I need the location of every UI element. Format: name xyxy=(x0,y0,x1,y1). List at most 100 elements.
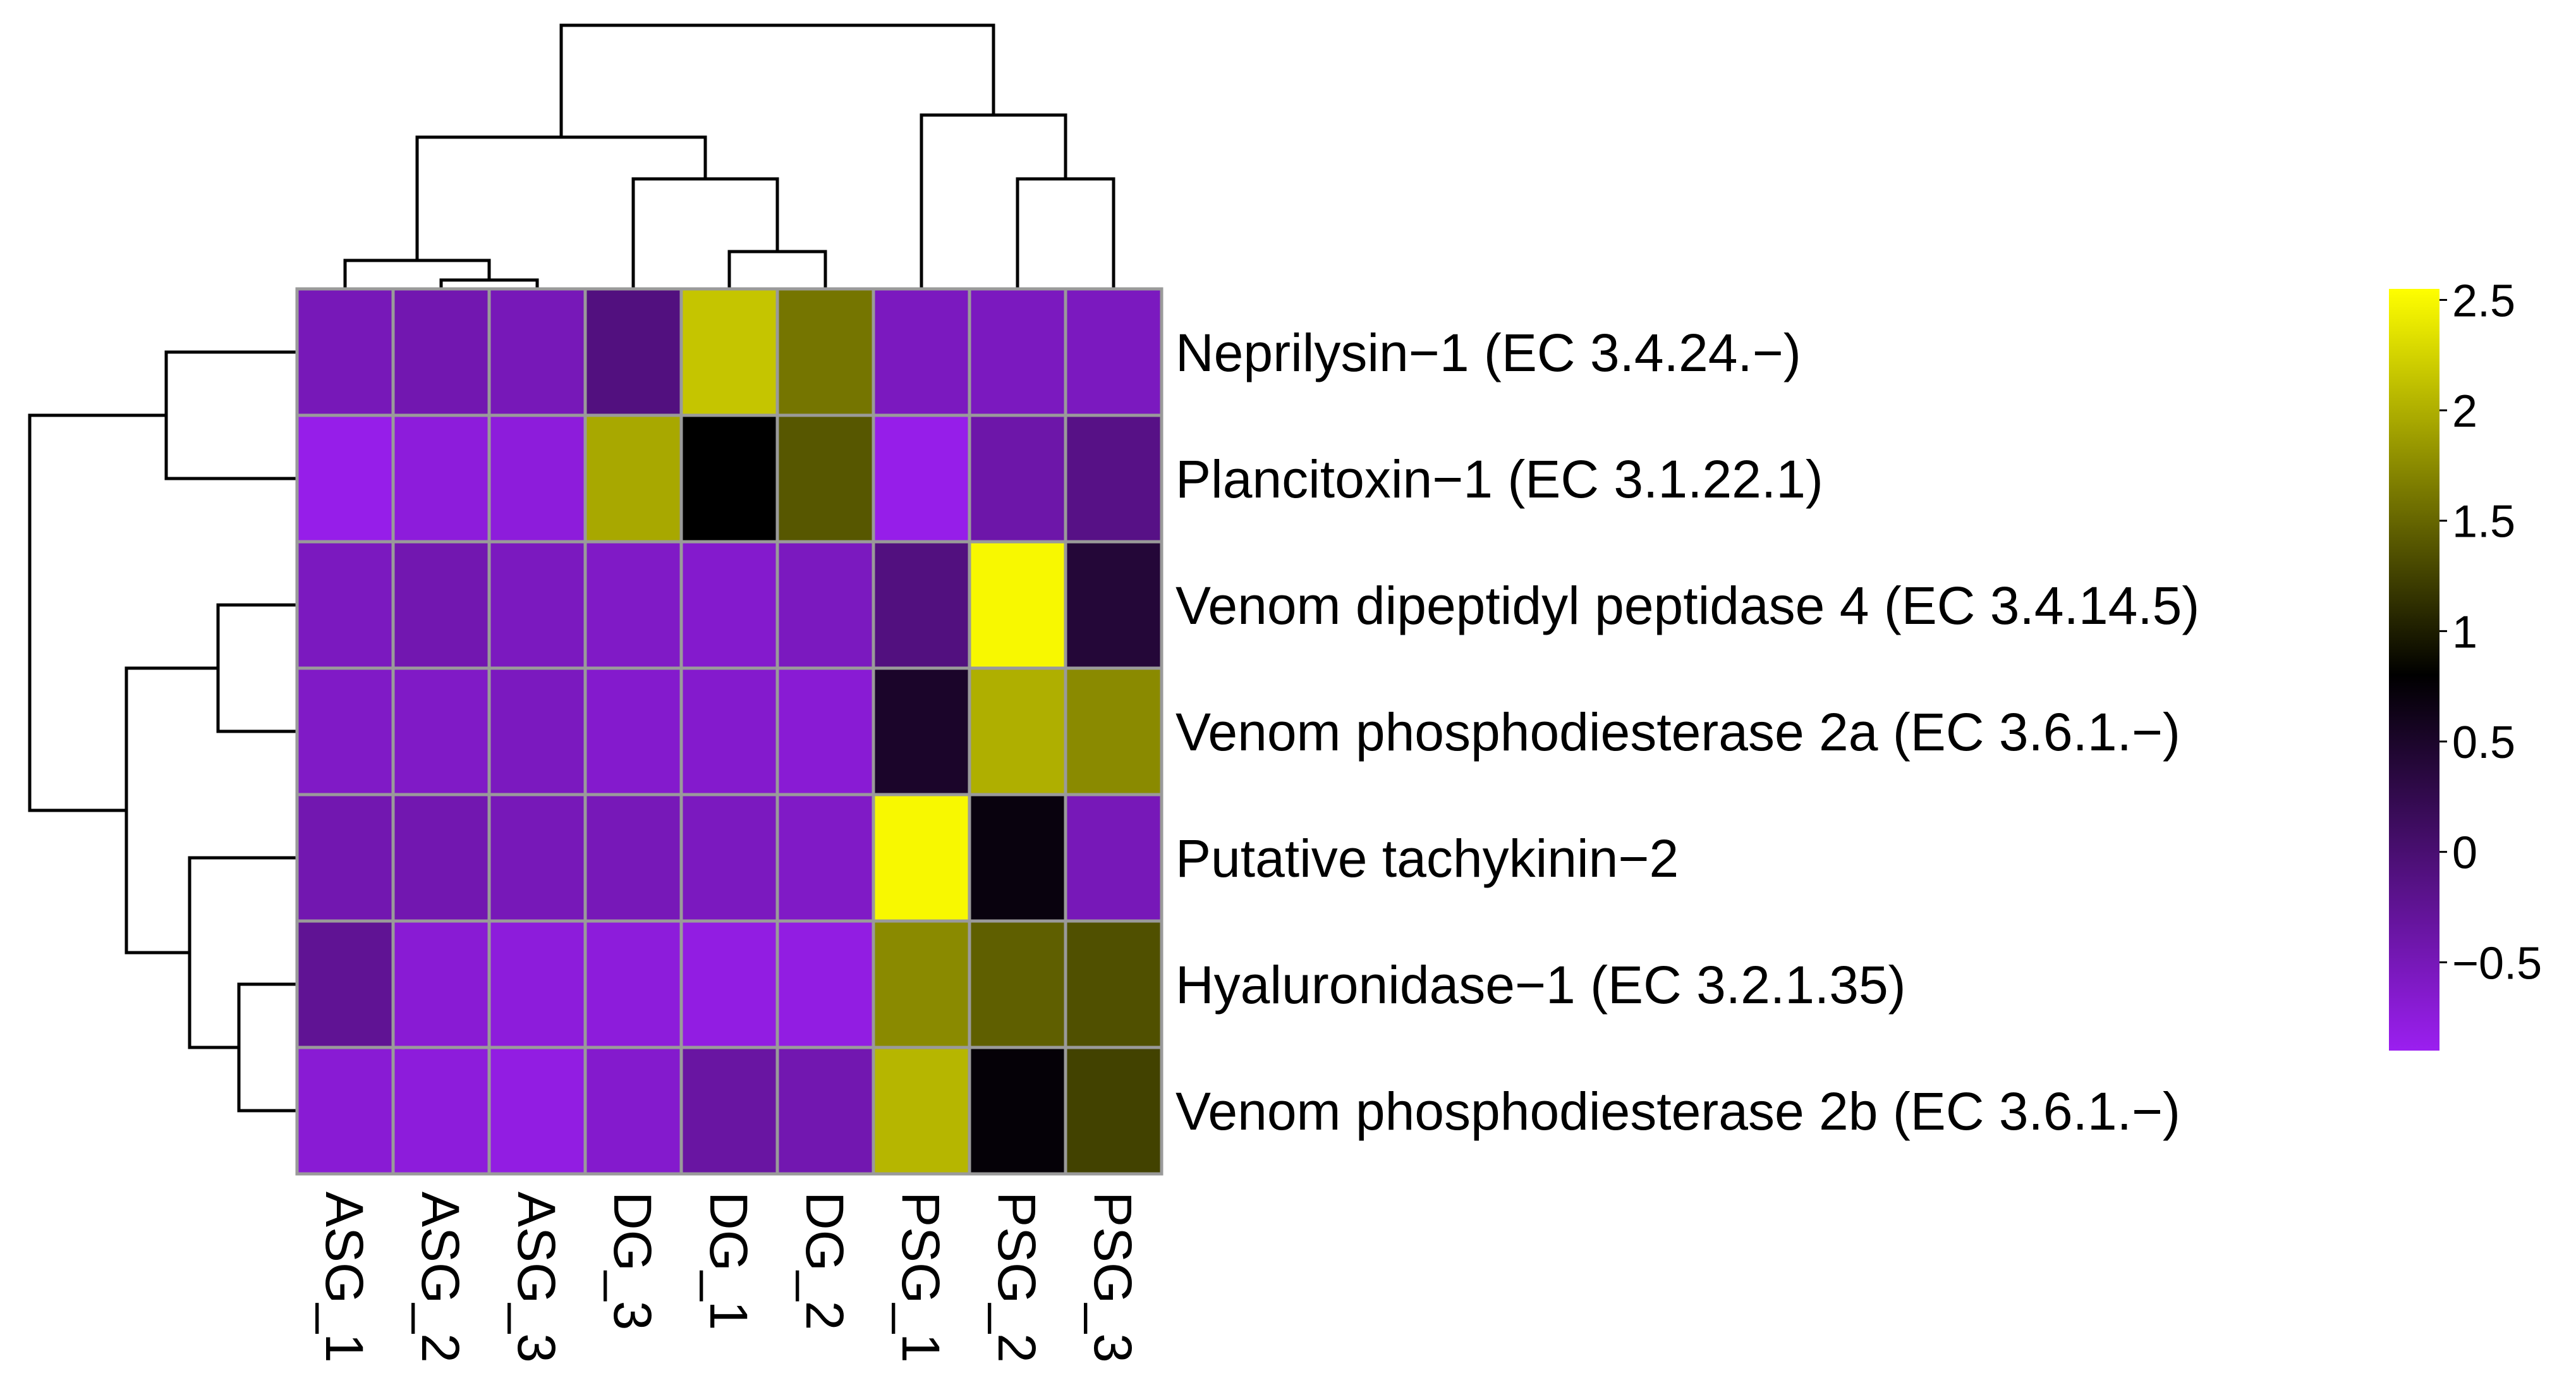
heatmap-cell xyxy=(775,413,875,544)
heatmap-cell xyxy=(968,793,1067,923)
heatmap-cell xyxy=(872,413,971,544)
heatmap-cell xyxy=(775,666,875,796)
heatmap-cell xyxy=(872,540,971,670)
row-merge-root xyxy=(28,413,166,812)
column-label: ASG_3 xyxy=(507,1192,566,1363)
heatmap-cell xyxy=(968,287,1067,417)
heatmap-cell xyxy=(775,287,875,417)
heatmap-cell xyxy=(583,919,683,1049)
row-merge-hyaluronidase-phosphodiesterase2b xyxy=(237,982,297,1113)
heatmap-cell xyxy=(1064,413,1163,544)
colorbar-legend: 2.5 2 1.5 1 0.5 0 −0.5 xyxy=(2389,276,2542,1051)
heatmap-cell xyxy=(872,793,971,923)
heatmap-cell xyxy=(872,919,971,1049)
heatmap-cell xyxy=(775,540,875,670)
heatmap-cell xyxy=(968,666,1067,796)
colorbar-tick-label: −0.5 xyxy=(2452,938,2542,989)
heatmap-cell xyxy=(1064,1046,1163,1176)
col-merge-psg xyxy=(920,113,1067,289)
col-merge-psg2-psg3 xyxy=(1016,177,1115,289)
col-merge-asg xyxy=(343,259,491,289)
heatmap-cell xyxy=(583,287,683,417)
col-merge-asg-dg xyxy=(415,135,707,260)
column-label: ASG_2 xyxy=(411,1192,470,1363)
heatmap-cell xyxy=(487,666,587,796)
heatmap-cell xyxy=(487,1046,587,1176)
col-merge-dg xyxy=(631,177,779,289)
row-label: Hyaluronidase−1 (EC 3.2.1.35) xyxy=(1176,955,1906,1015)
heatmap-cell xyxy=(968,919,1067,1049)
heatmap-cell xyxy=(679,287,779,417)
column-dendrogram xyxy=(343,23,1115,289)
heatmap-cell xyxy=(487,919,587,1049)
heatmap-cell xyxy=(487,793,587,923)
column-label: PSG_2 xyxy=(987,1192,1047,1363)
colorbar-tick-label: 0 xyxy=(2452,828,2477,879)
heatmap-cell xyxy=(679,413,779,544)
heatmap-cell xyxy=(1064,287,1163,417)
heatmap-cell xyxy=(679,540,779,670)
heatmap-cell xyxy=(295,1046,395,1176)
heatmap-cell xyxy=(391,287,491,417)
heatmap-cell xyxy=(775,1046,875,1176)
heatmap-cell xyxy=(295,666,395,796)
row-labels: Neprilysin−1 (EC 3.4.24.−) Plancitoxin−1 … xyxy=(1176,323,2199,1141)
colorbar-tick-label: 2 xyxy=(2452,386,2477,437)
colorbar-tick-label: 1 xyxy=(2452,607,2477,657)
heatmap-cell xyxy=(391,793,491,923)
heatmap-cell xyxy=(295,287,395,417)
heatmap-cell xyxy=(872,287,971,417)
colorbar-tick-label: 1.5 xyxy=(2452,497,2515,547)
heatmap-cell xyxy=(583,1046,683,1176)
row-merge-dipeptidyl-phosphodiesterase2a xyxy=(216,603,297,733)
heatmap-cell xyxy=(1064,666,1163,796)
row-merge-lower xyxy=(125,666,218,955)
colorbar-tick-label: 0.5 xyxy=(2452,717,2515,768)
heatmap-cell xyxy=(1064,793,1163,923)
heatmap-cell xyxy=(295,919,395,1049)
heatmap-cell xyxy=(583,793,683,923)
column-label: DG_1 xyxy=(699,1192,758,1330)
row-label: Putative tachykinin−2 xyxy=(1176,829,1679,888)
heatmap-cell xyxy=(679,1046,779,1176)
heatmap-cell xyxy=(391,919,491,1049)
column-labels: ASG_1 ASG_2 ASG_3 DG_3 DG_1 DG_2 PSG_1 PSG_2 PSG… xyxy=(315,1192,1143,1363)
colorbar-gradient xyxy=(2389,289,2439,1051)
column-label: DG_3 xyxy=(603,1192,662,1330)
heatmap-cell xyxy=(872,666,971,796)
heatmap-cell xyxy=(775,793,875,923)
column-label: ASG_1 xyxy=(315,1192,374,1363)
row-label: Venom phosphodiesterase 2a (EC 3.6.1.−) xyxy=(1176,702,2180,762)
column-label: PSG_3 xyxy=(1083,1192,1143,1363)
heatmap-cell xyxy=(487,413,587,544)
heatmap-cell xyxy=(872,1046,971,1176)
row-label: Neprilysin−1 (EC 3.4.24.−) xyxy=(1176,323,1801,382)
heatmap-cell xyxy=(295,793,395,923)
heatmap-cell xyxy=(583,413,683,544)
heatmap-cell xyxy=(968,1046,1067,1176)
row-label: Venom dipeptidyl peptidase 4 (EC 3.4.14.… xyxy=(1176,576,2199,635)
heatmap-cell xyxy=(583,540,683,670)
colorbar-tick-label: 2.5 xyxy=(2452,276,2515,326)
heatmap-cell xyxy=(1064,540,1163,670)
heatmap-cell xyxy=(487,540,587,670)
col-merge-dg1-dg2 xyxy=(727,250,827,289)
heatmap-cell xyxy=(391,666,491,796)
row-merge-neprilysin-plancitoxin xyxy=(164,350,297,480)
col-merge-root xyxy=(559,23,995,137)
heatmap-cell xyxy=(1064,919,1163,1049)
heatmap-cell xyxy=(295,413,395,544)
column-label: PSG_1 xyxy=(891,1192,951,1363)
heatmap-cell xyxy=(679,666,779,796)
row-label: Venom phosphodiesterase 2b (EC 3.6.1.−) xyxy=(1176,1082,2180,1141)
heatmap-cell xyxy=(679,793,779,923)
heatmap-cell xyxy=(487,287,587,417)
row-merge-tachykinin xyxy=(188,856,297,1049)
row-dendrogram xyxy=(28,350,297,1113)
heatmap-cells xyxy=(295,287,1163,1176)
heatmap-cell xyxy=(391,1046,491,1176)
heatmap-cell xyxy=(391,540,491,670)
heatmap-cell xyxy=(775,919,875,1049)
heatmap-cell xyxy=(679,919,779,1049)
